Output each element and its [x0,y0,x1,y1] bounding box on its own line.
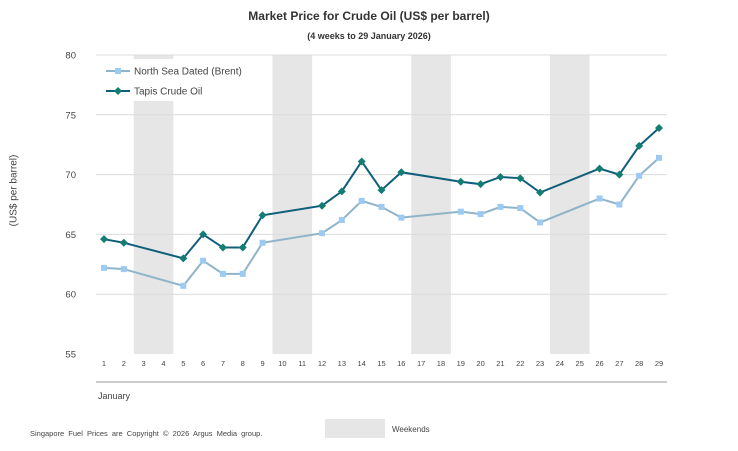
x-tick-label: 25 [576,359,584,368]
x-tick-label: 24 [556,359,564,368]
data-point [199,230,208,239]
x-tick-label: 16 [397,359,405,368]
x-tick-label: 12 [318,359,326,368]
weekend-legend-label: Weekends [392,425,430,434]
data-point [120,266,127,273]
data-point [119,238,128,247]
data-point [200,257,207,264]
x-tick-label: 29 [655,359,663,368]
chart-title: Market Price for Crude Oil (US$ per barr… [248,9,490,23]
data-point [219,270,226,277]
data-point [398,214,405,221]
x-tick-label: 3 [142,359,146,368]
data-point [476,180,485,189]
x-tick-label: 14 [358,359,366,368]
x-tick-label: 9 [260,359,264,368]
x-tick-label: 8 [241,359,245,368]
x-tick-label: 22 [516,359,524,368]
y-tick-label: 75 [65,110,76,121]
x-tick-label: 7 [221,359,225,368]
x-tick-label: 4 [161,359,165,368]
weekend-legend-swatch [325,419,385,438]
legend-box [100,59,250,101]
weekend-band [272,55,313,354]
data-point [337,187,346,196]
y-tick-label: 80 [65,51,76,62]
data-point [496,172,505,181]
y-tick-label: 65 [65,230,76,241]
legend-marker [115,68,121,74]
data-point [655,123,663,132]
data-point [616,201,623,208]
x-tick-label: 10 [278,359,286,368]
data-point [239,270,246,277]
x-tick-label: 23 [536,359,544,368]
x-tick-label: 28 [635,359,643,368]
data-point [596,195,603,202]
data-point [635,141,644,150]
x-tick-label: 5 [181,359,185,368]
data-point [101,264,107,271]
data-point [537,219,544,226]
data-point [319,230,326,237]
data-point [517,205,524,212]
x-tick-label: 18 [437,359,445,368]
x-tick-label: 19 [457,359,465,368]
data-point [595,164,604,173]
x-tick-label: 6 [201,359,205,368]
data-point [656,154,662,161]
data-point [397,168,406,177]
x-tick-label: 21 [496,359,504,368]
data-point [615,170,624,179]
data-point [378,203,385,210]
legend-label: Tapis Crude Oil [134,87,202,98]
data-point [516,174,525,183]
x-tick-label: 27 [615,359,623,368]
x-tick-label: 17 [417,359,425,368]
data-point [218,243,227,252]
data-point [497,203,504,210]
x-tick-label: 1 [102,359,106,368]
weekend-band [133,55,174,354]
data-point [357,157,366,166]
legend-label: North Sea Dated (Brent) [134,67,242,78]
data-point [100,235,108,244]
y-tick-label: 55 [65,350,76,361]
data-point [457,208,464,215]
data-point [536,188,545,197]
data-point [179,254,188,263]
data-point [258,211,267,220]
data-point [259,239,266,246]
data-point [180,282,187,289]
x-tick-label: 2 [122,359,126,368]
data-point [636,172,643,179]
chart-subtitle: (4 weeks to 29 January 2026) [307,31,431,41]
x-tick-label: 13 [338,359,346,368]
data-point [338,217,345,224]
y-tick-label: 70 [65,170,76,181]
x-tick-label: 26 [595,359,603,368]
x-tick-label: 11 [298,359,306,368]
x-tick-label: 20 [476,359,484,368]
x-tick-label: 15 [377,359,385,368]
y-tick-label: 60 [65,290,76,301]
data-point [477,211,484,218]
data-point [238,243,247,252]
data-point [318,201,327,210]
data-point [456,177,465,186]
data-point [358,197,365,204]
legend-marker [114,87,122,95]
data-point [377,186,386,195]
copyright-note: Singapore Fuel Prices are Copyright © 20… [30,429,263,438]
x-axis-label: January [98,391,131,401]
weekend-band [411,55,451,354]
